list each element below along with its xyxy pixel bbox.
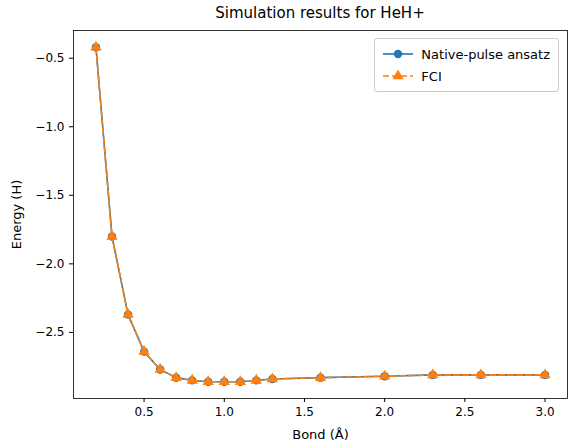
svg-text:2.5: 2.5 <box>455 405 474 419</box>
svg-text:1.0: 1.0 <box>215 405 234 419</box>
html-text:Native-pulse ansatz: Native-pulse ansatz <box>421 46 550 62</box>
svg-text:Energy (H): Energy (H) <box>9 180 24 250</box>
html-text:FCI: FCI <box>421 68 442 84</box>
svg-text:−2.5: −2.5 <box>35 325 64 339</box>
svg-text:−1.0: −1.0 <box>35 120 64 134</box>
svg-text:0.5: 0.5 <box>135 405 154 419</box>
svg-text:3.0: 3.0 <box>535 405 554 419</box>
svg-text:−1.5: −1.5 <box>35 188 64 202</box>
svg-text:1.5: 1.5 <box>295 405 314 419</box>
html-text:Simulation results for HeH+: Simulation results for HeH+ <box>215 4 425 22</box>
svg-text:−2.0: −2.0 <box>35 257 64 271</box>
svg-text:2.0: 2.0 <box>375 405 394 419</box>
svg-text:−0.5: −0.5 <box>35 51 64 65</box>
svg-text:Bond (Å): Bond (Å) <box>292 427 349 442</box>
